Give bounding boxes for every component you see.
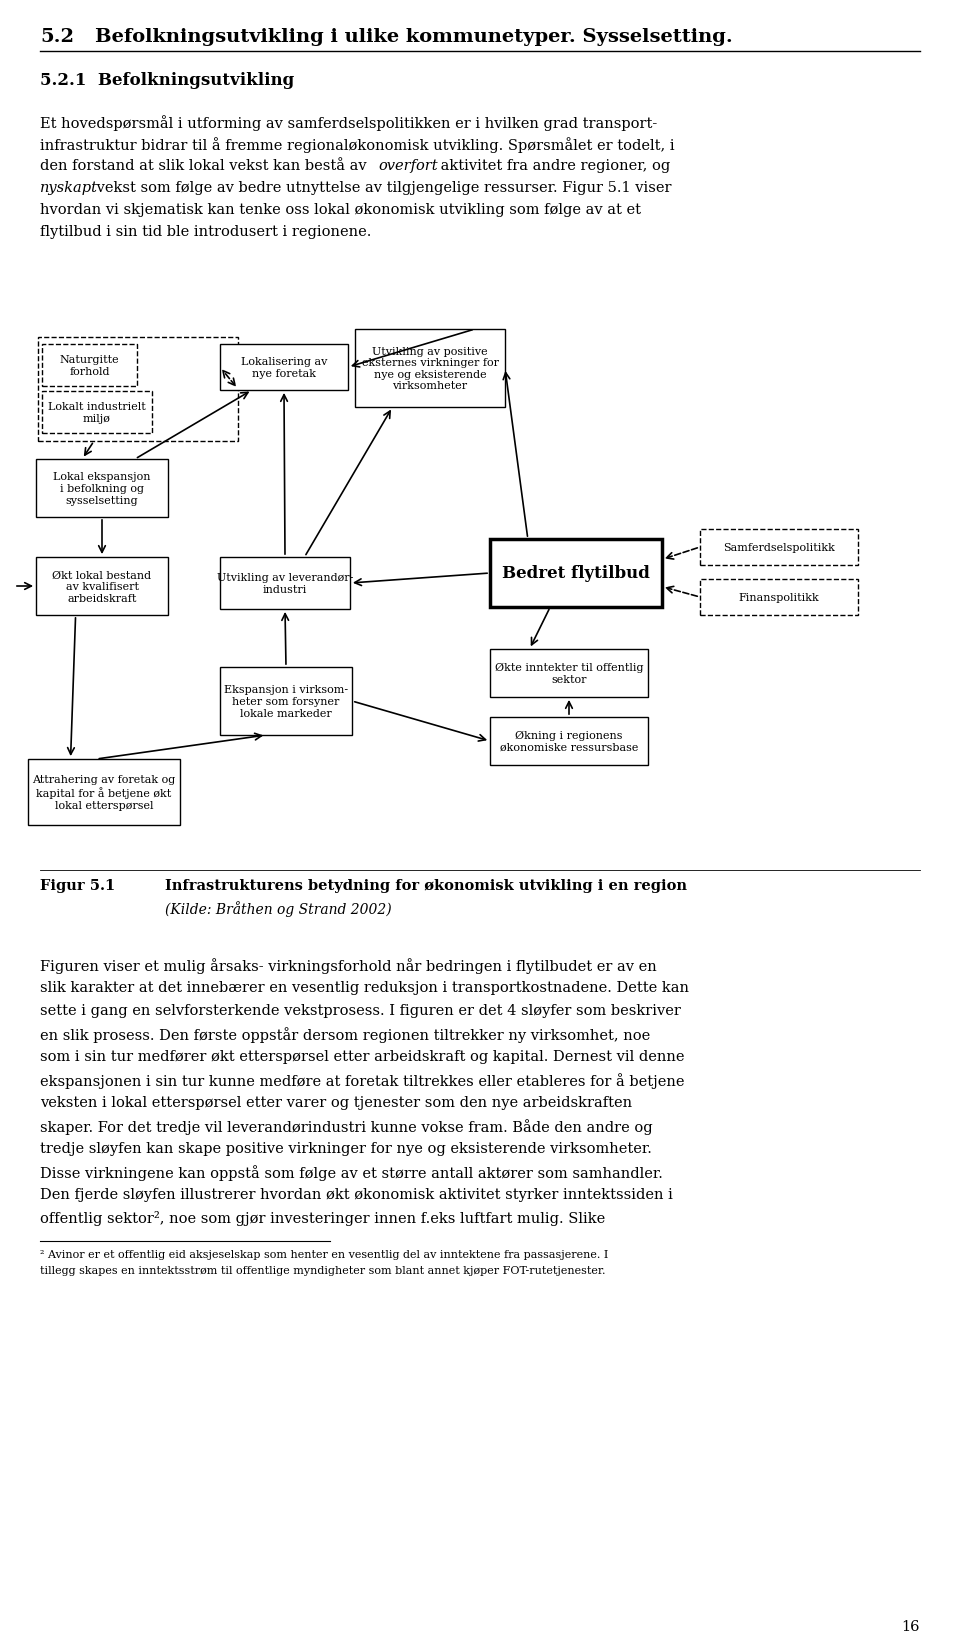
- FancyBboxPatch shape: [490, 649, 648, 698]
- Text: Finanspolitikk: Finanspolitikk: [738, 593, 820, 603]
- Text: Den fjerde sløyfen illustrerer hvordan økt økonomisk aktivitet styrker inntektss: Den fjerde sløyfen illustrerer hvordan ø…: [40, 1187, 673, 1201]
- Text: flytilbud i sin tid ble introdusert i regionene.: flytilbud i sin tid ble introdusert i re…: [40, 225, 372, 239]
- FancyBboxPatch shape: [36, 459, 168, 518]
- FancyBboxPatch shape: [490, 718, 648, 765]
- FancyBboxPatch shape: [28, 759, 180, 826]
- Text: hvordan vi skjematisk kan tenke oss lokal økonomisk utvikling som følge av at et: hvordan vi skjematisk kan tenke oss loka…: [40, 203, 641, 216]
- Text: Befolkningsutvikling i ulike kommunetyper. Sysselsetting.: Befolkningsutvikling i ulike kommunetype…: [95, 28, 732, 46]
- Text: veksten i lokal etterspørsel etter varer og tjenester som den nye arbeidskraften: veksten i lokal etterspørsel etter varer…: [40, 1095, 632, 1110]
- FancyBboxPatch shape: [355, 329, 505, 408]
- Text: Figur 5.1: Figur 5.1: [40, 879, 115, 893]
- FancyBboxPatch shape: [36, 557, 168, 616]
- FancyBboxPatch shape: [220, 557, 350, 610]
- Text: Bedret flytilbud: Bedret flytilbud: [502, 565, 650, 582]
- Text: Naturgitte
forhold: Naturgitte forhold: [60, 356, 119, 377]
- Text: Utvikling av leverandør-
industri: Utvikling av leverandør- industri: [217, 574, 353, 595]
- Text: Ekspansjon i virksom-
heter som forsyner
lokale markeder: Ekspansjon i virksom- heter som forsyner…: [224, 685, 348, 718]
- FancyBboxPatch shape: [490, 539, 662, 608]
- Text: overfort: overfort: [378, 159, 438, 172]
- Text: 5.2.1  Befolkningsutvikling: 5.2.1 Befolkningsutvikling: [40, 72, 295, 89]
- Text: Lokalt industrielt
miljø: Lokalt industrielt miljø: [48, 402, 146, 423]
- Text: skaper. For det tredje vil leverandørindustri kunne vokse fram. Både den andre o: skaper. For det tredje vil leverandørind…: [40, 1118, 653, 1134]
- FancyBboxPatch shape: [220, 667, 352, 736]
- Text: Figuren viser et mulig årsaks- virkningsforhold når bedringen i flytilbudet er a: Figuren viser et mulig årsaks- virknings…: [40, 957, 657, 974]
- Text: slik karakter at det innebærer en vesentlig reduksjon i transportkostnadene. Det: slik karakter at det innebærer en vesent…: [40, 980, 689, 995]
- Text: Økte inntekter til offentlig
sektor: Økte inntekter til offentlig sektor: [494, 662, 643, 685]
- Text: Et hovedspørsmål i utforming av samferdselspolitikken er i hvilken grad transpor: Et hovedspørsmål i utforming av samferds…: [40, 115, 658, 131]
- Text: nyskapt: nyskapt: [40, 180, 98, 195]
- Text: infrastruktur bidrar til å fremme regionaløkonomisk utvikling. Spørsmålet er tod: infrastruktur bidrar til å fremme region…: [40, 138, 675, 152]
- Text: Økt lokal bestand
av kvalifisert
arbeidskraft: Økt lokal bestand av kvalifisert arbeids…: [53, 570, 152, 603]
- Text: aktivitet fra andre regioner, og: aktivitet fra andre regioner, og: [436, 159, 670, 172]
- Text: Økning i regionens
økonomiske ressursbase: Økning i regionens økonomiske ressursbas…: [500, 731, 638, 752]
- Text: vekst som følge av bedre utnyttelse av tilgjengelige ressurser. Figur 5.1 viser: vekst som følge av bedre utnyttelse av t…: [92, 180, 671, 195]
- Text: Lokal ekspansjon
i befolkning og
sysselsetting: Lokal ekspansjon i befolkning og syssels…: [53, 472, 151, 505]
- Text: tillegg skapes en inntektsstrøm til offentlige myndigheter som blant annet kjøpe: tillegg skapes en inntektsstrøm til offe…: [40, 1265, 606, 1275]
- Text: Infrastrukturens betydning for økonomisk utvikling i en region: Infrastrukturens betydning for økonomisk…: [165, 879, 687, 893]
- Text: ² Avinor er et offentlig eid aksjeselskap som henter en vesentlig del av inntekt: ² Avinor er et offentlig eid aksjeselska…: [40, 1249, 609, 1259]
- Text: offentlig sektor², noe som gjør investeringer innen f.eks luftfart mulig. Slike: offentlig sektor², noe som gjør invester…: [40, 1210, 605, 1226]
- Text: sette i gang en selvforsterkende vekstprosess. I figuren er det 4 sløyfer som be: sette i gang en selvforsterkende vekstpr…: [40, 1003, 681, 1018]
- Text: Lokalisering av
nye foretak: Lokalisering av nye foretak: [241, 357, 327, 379]
- FancyBboxPatch shape: [700, 580, 858, 616]
- Text: som i sin tur medfører økt etterspørsel etter arbeidskraft og kapital. Dernest v: som i sin tur medfører økt etterspørsel …: [40, 1049, 684, 1064]
- Text: Utvikling av positive
eksternes virkninger for
nye og eksisterende
virksomheter: Utvikling av positive eksternes virkning…: [362, 346, 498, 392]
- FancyBboxPatch shape: [700, 529, 858, 565]
- FancyBboxPatch shape: [220, 344, 348, 390]
- Text: tredje sløyfen kan skape positive virkninger for nye og eksisterende virksomhete: tredje sløyfen kan skape positive virkni…: [40, 1141, 652, 1155]
- Text: ekspansjonen i sin tur kunne medføre at foretak tiltrekkes eller etableres for å: ekspansjonen i sin tur kunne medføre at …: [40, 1072, 684, 1088]
- Text: Samferdselspolitikk: Samferdselspolitikk: [723, 543, 835, 552]
- Text: Attrahering av foretak og
kapital for å betjene økt
lokal etterspørsel: Attrahering av foretak og kapital for å …: [33, 775, 176, 810]
- Text: den forstand at slik lokal vekst kan bestå av: den forstand at slik lokal vekst kan bes…: [40, 159, 372, 172]
- Text: en slik prosess. Den første oppstår dersom regionen tiltrekker ny virksomhet, no: en slik prosess. Den første oppstår ders…: [40, 1026, 650, 1042]
- Text: 16: 16: [901, 1619, 920, 1632]
- FancyBboxPatch shape: [42, 344, 137, 387]
- Text: (Kilde: Bråthen og Strand 2002): (Kilde: Bråthen og Strand 2002): [165, 900, 392, 916]
- Text: Disse virkningene kan oppstå som følge av et større antall aktører som samhandle: Disse virkningene kan oppstå som følge a…: [40, 1164, 662, 1180]
- FancyBboxPatch shape: [42, 392, 152, 434]
- Text: 5.2: 5.2: [40, 28, 74, 46]
